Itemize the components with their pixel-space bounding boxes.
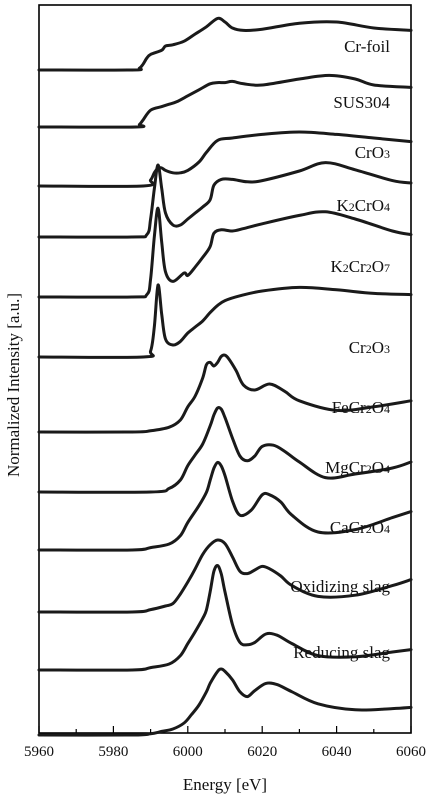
series-layer (37, 16, 413, 737)
series-line-12 (37, 667, 413, 737)
x-tick-label-5960: 5960 (24, 744, 54, 760)
series-label-8: MgCr2O4 (325, 458, 390, 477)
series-label-layer: Cr-foil SUS304 CrO3 K2CrO4 K2Cr2O7 Cr2O3 FeCr2… (290, 37, 390, 662)
x-tick-label-6040: 6040 (322, 744, 352, 760)
series-line-4 (37, 161, 413, 239)
series-label-10: Oxidizing slag (290, 577, 390, 596)
series-label-5: K2Cr2O7 (330, 257, 390, 276)
x-tick-label-6000: 6000 (173, 744, 203, 760)
series-line-11 (37, 564, 413, 672)
series-label-6: Cr2O3 (349, 338, 390, 357)
series-label-2: SUS304 (333, 93, 390, 112)
series-label-9: CaCr2O4 (330, 518, 390, 537)
series-line-3 (37, 130, 413, 188)
series-line-10 (37, 538, 413, 614)
x-tick-label-6020: 6020 (247, 744, 277, 760)
series-label-3: CrO3 (355, 143, 390, 162)
x-tick-label-6060: 6060 (396, 744, 426, 760)
series-line-7 (37, 353, 413, 434)
x-tick-label-5980: 5980 (98, 744, 128, 760)
series-label-7: FeCr2O4 (332, 398, 390, 417)
series-line-1 (37, 16, 413, 72)
series-line-5 (37, 206, 413, 299)
x-axis-title: Energy [eV] (183, 775, 267, 794)
x-axis: 5960 5980 6000 6020 6040 6060 (24, 726, 426, 760)
series-label-1: Cr-foil (344, 37, 390, 56)
series-line-2 (37, 73, 413, 129)
series-line-6 (37, 283, 413, 359)
plot-frame (38, 4, 412, 734)
y-axis-title: Normalized Intensity [a.u.] (4, 293, 23, 477)
plot-area-border (38, 4, 412, 734)
series-line-9 (37, 460, 413, 552)
series-label-11: Reducing slag (293, 643, 390, 662)
series-label-4: K2CrO4 (336, 196, 390, 215)
series-line-8 (37, 406, 413, 494)
